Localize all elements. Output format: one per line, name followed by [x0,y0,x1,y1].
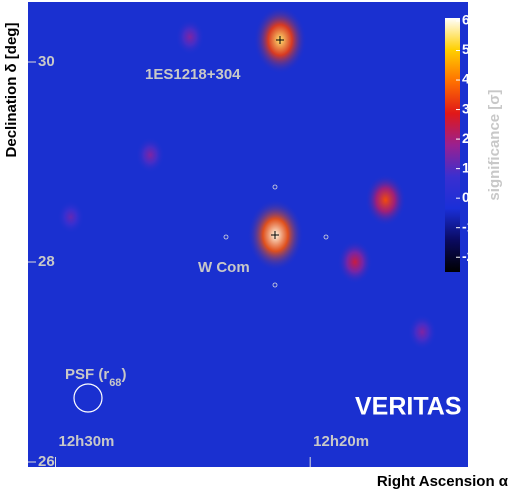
hotspot [337,240,373,284]
colorbar-tick-label: 0 [462,189,470,205]
colorbar-tick-label: 6 [462,12,470,28]
x-tick-label: 12h30m [59,433,115,450]
hotspot [135,137,165,173]
colorbar-tick-label: 5 [462,41,470,57]
colorbar-tick-label: 2 [462,130,470,146]
colorbar-tick-label: 4 [462,71,470,87]
watermark: VERITAS [355,393,462,421]
psf-suffix: ) [121,366,126,383]
y-tick-label: 28 [38,253,55,270]
psf-subscript: 68 [109,377,121,389]
psf-circle [73,383,103,413]
source-label: 1ES1218+304 [145,66,241,83]
region-markers [223,184,329,288]
hotspot [57,200,85,234]
colorbar [445,18,460,272]
psf-label: PSF (r68) [65,366,126,389]
y-tick-label: 30 [38,53,55,70]
psf-text: PSF (r [65,366,109,383]
hotspot [175,19,205,55]
y-axis-label: Declination δ [deg] [3,23,20,158]
source-crosses [271,36,284,239]
colorbar-tick-label: 3 [462,100,470,116]
colorbar-tick-label: -1 [462,218,475,234]
x-tick-label: 12h20m [313,433,369,450]
colorbar-label: significance [σ] [486,89,503,200]
x-axis-label: Right Ascension α [377,473,509,490]
colorbar-tick-label: -2 [462,248,475,264]
colorbar-tick-label: 1 [462,159,470,175]
source-label: W Com [198,259,250,276]
hotspot [407,314,437,350]
hotspot [365,174,406,226]
y-tick-label: 26 [38,453,55,470]
